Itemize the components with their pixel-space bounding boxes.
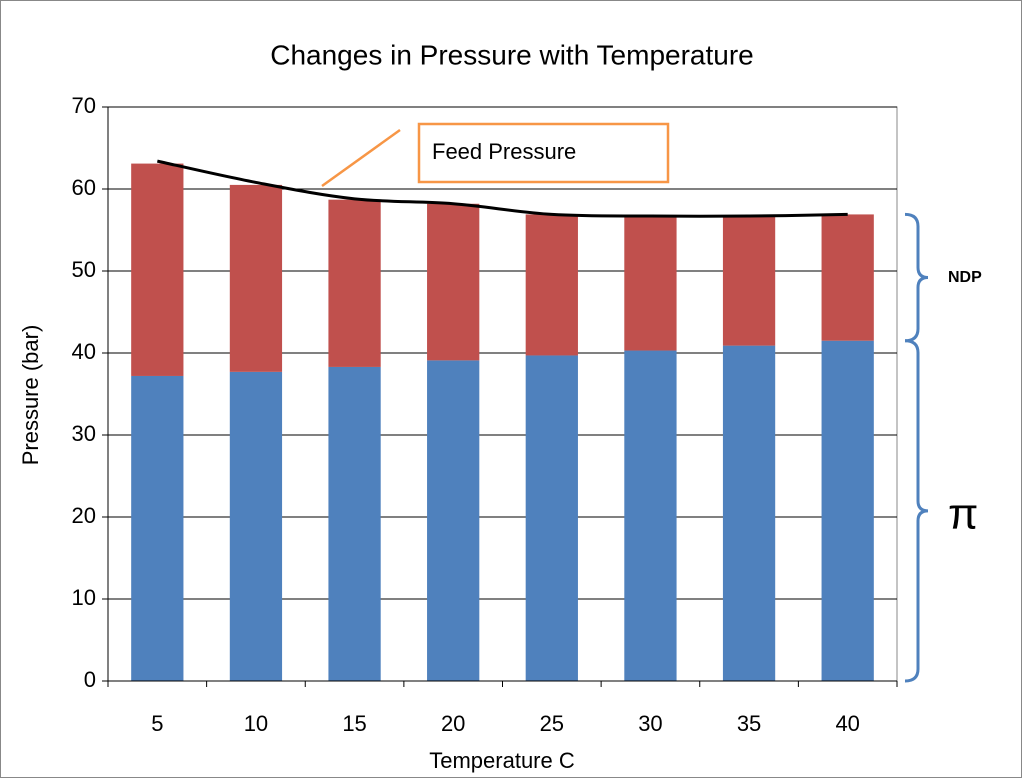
bar (229, 184, 283, 372)
bar (821, 214, 874, 341)
y-tick-label: 20 (72, 503, 96, 528)
chart-title: Changes in Pressure with Temperature (270, 39, 754, 70)
y-tick-label: 10 (72, 585, 96, 610)
y-axis-label: Pressure (bar) (18, 325, 43, 466)
bar (722, 216, 776, 346)
brace-label: NDP (948, 269, 982, 286)
x-axis-label: Temperature C (429, 748, 575, 773)
bar (427, 360, 480, 681)
x-tick-label: 10 (244, 711, 268, 736)
line (156, 159, 848, 218)
x-tick-label: 25 (540, 711, 564, 736)
bar (624, 350, 677, 681)
bar (131, 163, 184, 376)
bar (624, 216, 677, 351)
x-tick-label: 20 (441, 711, 465, 736)
x-tick-label: 5 (151, 711, 163, 736)
bar (131, 375, 184, 681)
bar (722, 345, 776, 681)
bar (328, 199, 381, 367)
y-tick-label: 30 (72, 421, 96, 446)
x-tick-label: 30 (638, 711, 662, 736)
x-tick-label: 35 (737, 711, 761, 736)
brace-label: π (948, 489, 978, 538)
callout-box (417, 122, 670, 184)
x-tick-label: 40 (835, 711, 859, 736)
y-tick-label: 0 (84, 667, 96, 692)
callout-label: Feed Pressure (432, 139, 576, 164)
bar (525, 214, 578, 356)
bar (427, 203, 480, 361)
y-tick-label: 60 (72, 175, 96, 200)
callout-leader (321, 128, 401, 188)
brace (904, 212, 929, 343)
y-tick-label: 70 (72, 93, 96, 118)
bar (328, 366, 381, 681)
y-tick-label: 40 (72, 339, 96, 364)
bar (229, 371, 283, 681)
bar (525, 355, 578, 681)
bar (821, 340, 874, 681)
brace (904, 339, 929, 683)
y-tick-label: 50 (72, 257, 96, 282)
x-tick-label: 15 (342, 711, 366, 736)
